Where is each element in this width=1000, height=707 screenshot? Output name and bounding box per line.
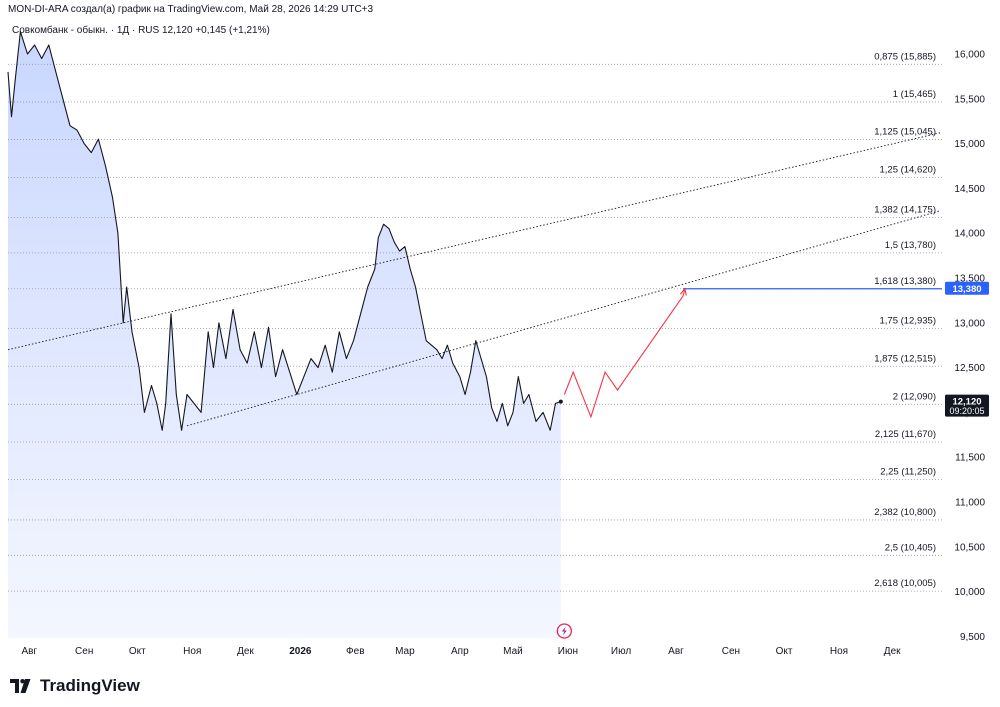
tradingview-logo-icon: [10, 679, 31, 693]
x-axis-tick-label: Авг: [668, 646, 684, 657]
legend-interval[interactable]: 1Д: [116, 25, 130, 36]
legend-symbol[interactable]: Совкомбанк - обыкн.: [12, 25, 108, 36]
legend-price: 12,120: [161, 25, 193, 36]
legend-exchange: RUS: [138, 25, 160, 36]
x-axis-tick-label: Авг: [21, 646, 37, 657]
x-axis-tick-label: Дек: [884, 646, 901, 657]
x-axis-tick-label: Сен: [722, 646, 740, 657]
y-axis-tick-label: 11,000: [955, 498, 985, 509]
last-price-tag-time: 09:20:05: [949, 406, 984, 416]
y-axis-tick-label: 10,500: [954, 542, 985, 553]
y-axis-tick-label: 11,500: [955, 453, 985, 464]
y-axis-tick-label: 12,500: [954, 363, 985, 374]
fib-level-label: 1,875 (12,515): [874, 353, 936, 364]
y-axis-tick-label: 13,500: [954, 274, 985, 285]
trend-line[interactable]: [186, 210, 941, 427]
last-price-tag-bg: [945, 394, 989, 417]
last-price-dot: [558, 399, 563, 404]
x-axis-tick-label: Ноя: [830, 646, 848, 657]
x-axis-tick-label: Ноя: [183, 646, 201, 657]
tradingview-brand[interactable]: TradingView: [10, 676, 140, 696]
target-price-tag-value: 13,380: [952, 284, 981, 295]
fib-level-label: 2,25 (11,250): [880, 467, 936, 478]
fib-level-label: 1,382 (14,175): [874, 205, 936, 216]
y-axis-tick-label: 9,500: [960, 632, 985, 643]
y-axis-tick-label: 14,000: [954, 229, 985, 240]
y-axis-tick-label: 10,000: [954, 587, 985, 598]
x-axis-tick-label: Дек: [237, 646, 254, 657]
x-axis-tick-label: 2026: [289, 646, 312, 657]
fib-level-label: 1,5 (13,780): [885, 240, 936, 251]
fib-level-label: 0,875 (15,885): [874, 51, 936, 62]
fib-level-label: 2,5 (10,405): [885, 542, 936, 553]
x-axis-tick-label: Окт: [129, 646, 146, 657]
fib-level-label: 1,618 (13,380): [874, 276, 936, 287]
target-price-tag-bg: [945, 281, 989, 295]
target-price-tag[interactable]: 13,380: [945, 281, 989, 295]
price-line[interactable]: [7, 31, 561, 431]
x-axis-tick-label: Окт: [776, 646, 793, 657]
fib-level-label: 1,25 (14,620): [879, 165, 936, 176]
fib-level-label: 1,125 (15,045): [874, 127, 936, 138]
fib-level-label: 2,618 (10,005): [874, 578, 936, 589]
symbol-legend: Совкомбанк - обыкн. · 1Д · RUS 12,120 +0…: [12, 25, 270, 36]
projection-arrow-head: [679, 287, 687, 296]
projection-path[interactable]: [563, 288, 686, 419]
fib-level-label: 2,125 (11,670): [875, 429, 936, 440]
y-axis-tick-label: 13,000: [954, 318, 985, 329]
x-axis-tick-label: Мар: [395, 646, 415, 657]
x-axis-tick-label: Май: [503, 646, 523, 657]
legend-change: +0,145 (+1,21%): [195, 25, 270, 36]
x-axis-tick-label: Июл: [611, 646, 631, 657]
y-axis-tick-label: 14,500: [954, 184, 985, 195]
fib-level-label: 1 (15,465): [893, 89, 936, 100]
lightning-icon: [561, 626, 567, 636]
y-axis-tick-label: 15,000: [954, 139, 985, 150]
fib-level-label: 2 (12,090): [893, 391, 936, 402]
brand-name: TradingView: [40, 676, 140, 695]
legend-separator: ·: [131, 25, 136, 36]
y-axis-tick-label: 15,500: [954, 94, 985, 105]
x-axis-tick-label: Фев: [346, 646, 364, 657]
x-axis-tick-label: Июн: [558, 646, 578, 657]
legend-separator: ·: [110, 25, 115, 36]
fib-level-label: 1,75 (12,935): [879, 316, 936, 327]
trend-line[interactable]: [7, 132, 941, 351]
fib-level-label: 2,382 (10,800): [874, 507, 936, 518]
x-axis-tick-label: Сен: [75, 646, 93, 657]
y-axis-tick-label: 16,000: [954, 50, 985, 61]
price-area-fill: [8, 31, 561, 639]
chart-author-line: MON-DI-ARA создал(а) график на TradingVi…: [8, 4, 374, 15]
last-price-tag-value: 12,120: [952, 397, 981, 408]
x-axis-tick-label: Апр: [451, 646, 469, 657]
